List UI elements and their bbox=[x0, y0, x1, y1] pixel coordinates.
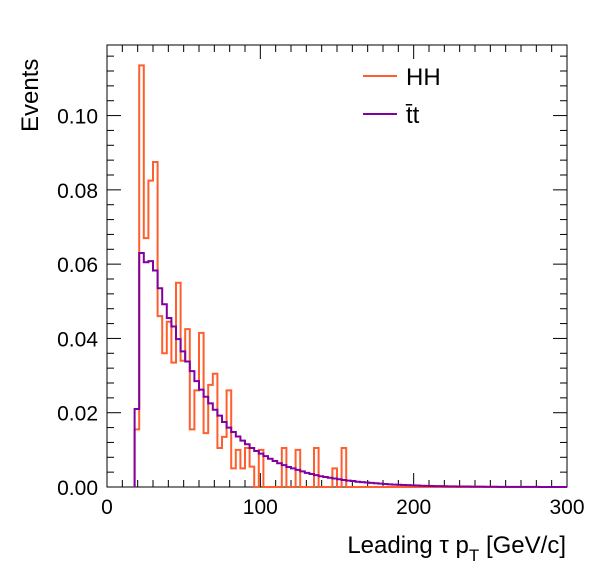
y-tick-label: 0.10 bbox=[57, 106, 98, 129]
y-tick-label: 0.02 bbox=[57, 403, 98, 426]
x-tick-label: 200 bbox=[396, 496, 431, 519]
y-tick-label: 0.00 bbox=[57, 477, 98, 500]
axis-ticks bbox=[106, 45, 568, 488]
x-axis-title-sub: T bbox=[469, 546, 479, 565]
legend-label: t̄t bbox=[405, 102, 420, 129]
legend-label: HH bbox=[406, 64, 441, 91]
y-tick-label: 0.08 bbox=[57, 180, 98, 203]
x-axis-title-main: Leading τ p bbox=[347, 532, 469, 559]
x-axis-title: Leading τ pT [GeV/c] bbox=[347, 532, 566, 565]
y-tick-label: 0.04 bbox=[57, 328, 98, 351]
tick-labels: 0 100 200 300 0.00 0.02 0.04 0.06 0.08 0.10 bbox=[57, 106, 584, 519]
x-tick-label: 300 bbox=[549, 496, 584, 519]
x-axis-title-unit: [GeV/c] bbox=[479, 532, 566, 559]
y-axis-title: Events bbox=[17, 59, 44, 132]
histogram-series bbox=[133, 64, 567, 488]
histogram-series-hh bbox=[133, 64, 567, 488]
histogram-series-tt bbox=[133, 252, 567, 488]
x-tick-label: 0 bbox=[101, 496, 113, 519]
plot-frame bbox=[106, 44, 568, 488]
y-tick-label: 0.06 bbox=[57, 254, 98, 277]
legend: HH t̄t bbox=[363, 64, 441, 129]
x-tick-label: 100 bbox=[243, 496, 278, 519]
